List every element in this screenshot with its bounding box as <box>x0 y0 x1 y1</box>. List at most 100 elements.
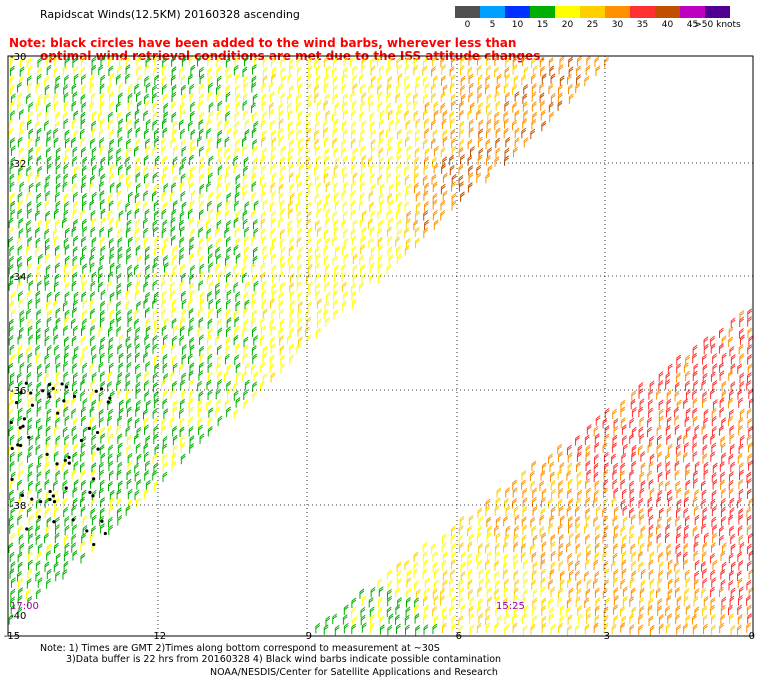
wind-barb <box>469 146 475 157</box>
wind-barb <box>46 156 52 167</box>
wind-barb <box>620 622 626 633</box>
wind-barb <box>594 489 599 501</box>
wind-barb <box>17 236 23 247</box>
wind-barb <box>117 228 123 239</box>
wind-barb <box>63 237 69 248</box>
wind-barb <box>433 219 439 230</box>
wind-barb <box>495 516 501 528</box>
wind-barb <box>459 138 465 150</box>
wind-barb <box>494 560 500 571</box>
wind-barb <box>278 127 283 139</box>
wind-barb <box>46 408 52 419</box>
wind-barb <box>125 73 131 84</box>
wind-barb <box>612 515 618 527</box>
wind-barb <box>116 488 122 500</box>
wind-barb <box>478 543 484 554</box>
wind-barb <box>234 111 240 122</box>
wind-barb <box>233 263 238 275</box>
wind-barb <box>9 380 15 391</box>
wind-barb <box>557 498 563 509</box>
wind-barb <box>271 137 277 148</box>
wind-barb <box>99 181 104 192</box>
wind-barb <box>45 362 51 374</box>
wind-barb <box>343 56 349 67</box>
wind-barb <box>351 597 357 609</box>
wind-barb <box>514 514 520 525</box>
wind-barb <box>108 119 113 130</box>
wind-barb <box>360 163 366 174</box>
wind-barb <box>396 109 402 120</box>
wind-barb <box>117 246 123 257</box>
wind-barb <box>152 309 158 320</box>
wind-barb <box>64 516 70 527</box>
wind-barb <box>433 579 439 590</box>
wind-barb <box>649 624 655 636</box>
wind-barb <box>468 588 474 600</box>
wind-barb <box>53 92 59 104</box>
wind-barb <box>9 245 15 256</box>
wind-barb <box>341 190 347 201</box>
wind-barb <box>242 371 248 382</box>
wind-barb <box>433 615 439 626</box>
wind-barb <box>602 588 608 599</box>
wind-barb <box>80 506 86 517</box>
wind-barb <box>199 156 205 168</box>
wind-barb <box>584 523 589 534</box>
wind-barb <box>80 390 86 402</box>
wind-barb <box>667 613 673 624</box>
wind-barb <box>648 524 654 535</box>
wind-barb <box>172 406 178 417</box>
wind-barb <box>280 246 286 257</box>
wind-barb <box>413 100 419 111</box>
wind-barb <box>307 246 313 258</box>
wind-barb <box>91 120 97 131</box>
wind-barb <box>432 55 437 67</box>
wind-barb <box>171 163 177 174</box>
wind-barb <box>91 514 97 526</box>
wind-barb <box>361 272 367 284</box>
wind-barb <box>342 93 348 104</box>
wind-barb <box>82 372 88 384</box>
wind-barb <box>100 336 106 348</box>
wind-barb <box>665 453 670 464</box>
wind-barb <box>17 255 22 267</box>
wind-barb <box>656 389 661 400</box>
wind-barb <box>404 615 410 626</box>
wind-barb <box>477 84 483 95</box>
wind-barb <box>10 532 16 544</box>
wind-barb <box>17 551 23 563</box>
wind-barb <box>53 127 59 139</box>
lat-lon-grid <box>8 56 753 636</box>
wind-barb <box>440 56 446 68</box>
wind-barb <box>269 109 274 120</box>
wind-barb <box>226 289 232 301</box>
wind-barb <box>406 145 412 156</box>
wind-barb <box>604 568 610 579</box>
wind-barb <box>270 228 276 239</box>
contamination-circle <box>87 426 91 430</box>
wind-barb <box>334 102 340 113</box>
wind-barb <box>593 471 599 483</box>
wind-barb <box>395 623 401 634</box>
wind-barb <box>288 263 294 274</box>
wind-barb <box>683 559 688 570</box>
wind-barb <box>685 462 691 473</box>
wind-barb <box>271 146 277 157</box>
wind-barb <box>342 109 348 120</box>
wind-barb <box>314 174 320 186</box>
wind-barb <box>90 379 96 390</box>
wind-barb <box>36 264 42 275</box>
wind-barb <box>99 507 105 519</box>
wind-barb <box>28 182 34 194</box>
wind-barb <box>395 604 401 615</box>
contamination-circle <box>52 500 57 504</box>
wind-barb <box>541 605 546 616</box>
wind-barb <box>458 596 464 608</box>
wind-barb <box>604 407 610 419</box>
wind-barb <box>233 381 239 393</box>
wind-barb <box>127 271 133 283</box>
wind-barb <box>28 147 34 158</box>
wind-barb <box>325 65 331 76</box>
wind-barb <box>63 361 69 372</box>
contamination-circle <box>48 497 52 502</box>
